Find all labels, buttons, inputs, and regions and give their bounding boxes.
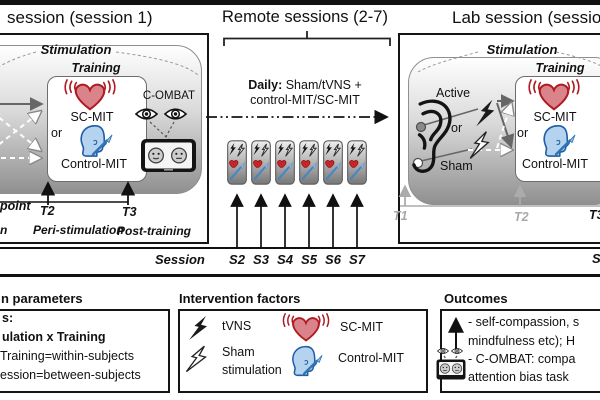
left-t2-label: T2 [40, 204, 55, 218]
sc-mit-heart-icon-right [528, 78, 580, 111]
pre-stimulation-fragment: n [0, 223, 8, 237]
remote-sessions-bracket [223, 31, 391, 46]
left-sc-mit-label: SC-MIT [70, 110, 114, 124]
outcomes-line-2: mindfulness etc); H [468, 334, 575, 348]
session-s2-label: S2 [229, 252, 245, 267]
design-parameters-box [0, 309, 170, 393]
sc-mit-heart-icon [64, 78, 116, 111]
frame-top-border [0, 0, 600, 5]
design-line-4: ession=between-subjects [0, 368, 141, 382]
right-t1-label: T1 [393, 209, 408, 223]
timepoint-fragment: point [0, 199, 31, 213]
active-label: Active [436, 86, 471, 100]
phone-icon-s7 [346, 139, 368, 186]
right-panel-title: Lab session (session [452, 8, 600, 27]
session-s3-label: S3 [253, 252, 269, 267]
session-arrows [230, 193, 364, 247]
right-or-training-label: or [517, 126, 529, 140]
combat-tablet-icon [141, 139, 196, 172]
middle-title: Remote sessions (2-7) [222, 8, 388, 26]
right-t3-label: T3 [589, 208, 600, 222]
right-training-label: Training [535, 61, 585, 75]
phone-icon-s3 [250, 139, 272, 186]
control-mit-head-icon [79, 124, 114, 158]
legend-sham-label-1: Sham [222, 345, 255, 359]
outcomes-eye-right-icon [450, 347, 464, 355]
session-s6-label: S6 [325, 252, 341, 267]
design-parameters-header: n parameters [1, 291, 83, 306]
left-training-label: Training [71, 61, 121, 75]
phone-icon-s5 [298, 139, 320, 186]
design-line-3: Training=within-subjects [0, 349, 134, 363]
daily-prefix: Daily: [248, 78, 283, 92]
legend-control-mit-label: Control-MIT [338, 351, 404, 365]
combat-label: C-OMBAT [142, 90, 196, 102]
session-s8-label: S8 [592, 251, 600, 266]
left-panel-title: session (session 1) [7, 8, 153, 27]
left-stimulation-label: Stimulation [40, 42, 112, 57]
design-line-1: s: [2, 311, 14, 325]
combat-eye-right-icon [164, 108, 187, 120]
right-stimulation-label: Stimulation [486, 42, 558, 57]
outcomes-line-3: - C-OMBAT: compa [468, 352, 576, 366]
outcomes-line-1: - self-compassion, s [468, 315, 580, 329]
combat-eye-left-icon [135, 108, 158, 120]
session-s7-label: S7 [349, 252, 365, 267]
legend-sham-label-2: stimulation [222, 363, 282, 377]
phone-icon-s6 [322, 139, 344, 186]
legend-tvns-label: tVNS [222, 319, 252, 333]
right-control-mit-label: Control-MIT [522, 157, 588, 171]
sham-label: Sham [440, 159, 473, 173]
peri-stimulation-label: Peri-stimulation [33, 223, 124, 237]
outcomes-eye-left-icon [436, 347, 450, 355]
right-t2-label: T2 [514, 210, 529, 224]
legend-heart-icon [282, 312, 330, 342]
outcomes-header: Outcomes [444, 291, 508, 306]
or-stim-label: or [451, 121, 463, 135]
left-control-mit-label: Control-MIT [61, 157, 127, 171]
outcomes-line-4: attention bias task [468, 370, 569, 384]
daily-line-2: control-MIT/SC-MIT [250, 93, 360, 107]
session-s4-label: S4 [277, 252, 293, 267]
design-line-2: ulation x Training [2, 330, 106, 344]
phone-icon-s4 [274, 139, 296, 186]
outcomes-tablet-icon [436, 359, 466, 380]
right-sc-mit-label: SC-MIT [533, 110, 577, 124]
daily-rest: Sham/tVNS + [285, 78, 362, 92]
daily-line-1: Daily: Sham/tVNS + [215, 78, 395, 92]
post-training-label: Post-training [117, 224, 191, 238]
intervention-factors-header: Intervention factors [179, 291, 301, 306]
phone-icon-s2 [226, 139, 248, 186]
session-row-label: Session [155, 252, 205, 267]
control-mit-head-icon-right [542, 124, 577, 158]
session-s5-label: S5 [301, 252, 317, 267]
frame-bottom-border [0, 274, 600, 277]
outcomes-box [440, 309, 600, 393]
legend-head-icon [291, 345, 324, 377]
session-axis-line [0, 247, 600, 249]
legend-sc-mit-label: SC-MIT [340, 320, 384, 334]
left-t3-label: T3 [122, 205, 137, 219]
left-or-label: or [51, 126, 63, 140]
